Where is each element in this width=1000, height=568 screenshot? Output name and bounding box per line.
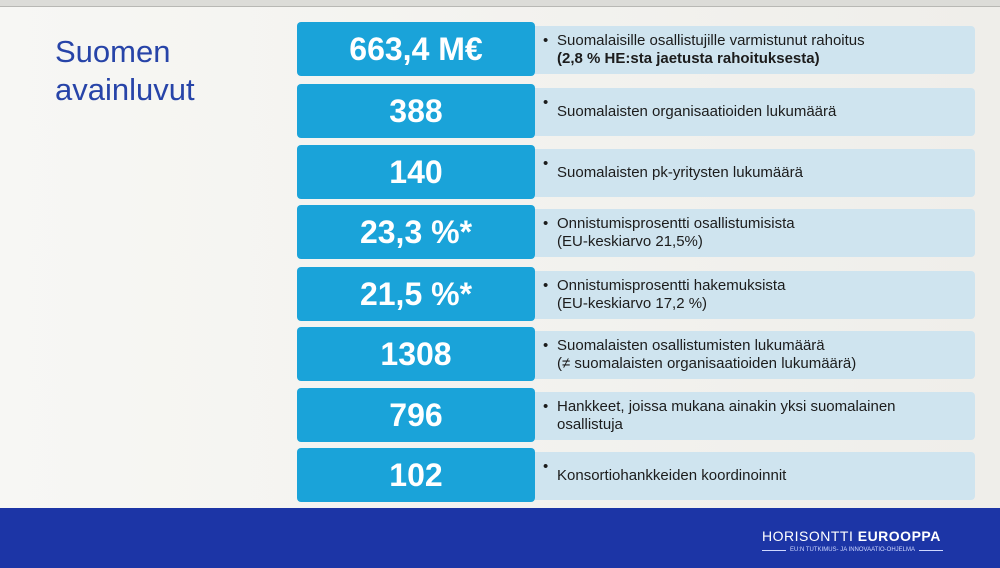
key-figure-value: 796: [297, 388, 535, 442]
description-line: Onnistumisprosentti hakemuksista: [557, 277, 786, 294]
bullet-icon: •: [543, 337, 549, 354]
key-figure-row: 21,5 %* • Onnistumisprosentti hakemuksist…: [297, 267, 977, 321]
key-figure-description: • Suomalaisille osallistujille varmistunu…: [535, 26, 975, 74]
key-figure-description: • Konsortiohankkeiden koordinoinnit: [535, 452, 975, 500]
bullet-icon: •: [543, 398, 549, 415]
key-figure-value: 663,4 M€: [297, 22, 535, 76]
key-figure-description: • Suomalaisten organisaatioiden lukumäärä: [535, 88, 975, 136]
bullet-icon: •: [543, 458, 549, 475]
key-figure-description: • Suomalaisten osallistumisten lukumäärä(…: [535, 331, 975, 379]
key-figure-row: 23,3 %* • Onnistumisprosentti osallistumi…: [297, 205, 977, 259]
bullet-icon: •: [543, 94, 549, 111]
description-line: Suomalaisten organisaatioiden lukumäärä: [557, 103, 837, 120]
description-line: (EU-keskiarvo 21,5%): [557, 233, 703, 250]
horisontti-eurooppa-logo: HORISONTTI EUROOPPA EU:N TUTKIMUS- JA IN…: [762, 528, 944, 553]
description-line: Konsortiohankkeiden koordinoinnit: [557, 467, 787, 484]
title-line: avainluvut: [55, 72, 195, 107]
key-figure-row: 140 • Suomalaisten pk-yritysten lukumäärä: [297, 145, 977, 199]
description-line: Hankkeet, joissa mukana ainakin yksi suo…: [557, 398, 896, 415]
key-figure-value: 140: [297, 145, 535, 199]
description-line: osallistuja: [557, 416, 623, 433]
description-line: (2,8 % HE:sta jaetusta rahoituksesta): [557, 50, 820, 67]
key-figure-row: 796 • Hankkeet, joissa mukana ainakin yks…: [297, 388, 977, 442]
logo-subtitle: EU:N TUTKIMUS- JA INNOVAATIO-OHJELMA: [790, 547, 916, 553]
description-line: Suomalaisille osallistujille varmistunut…: [557, 32, 865, 49]
bullet-icon: •: [543, 277, 549, 294]
key-figure-row: 1308 • Suomalaisten osallistumisten lukum…: [297, 327, 977, 381]
key-figure-value: 23,3 %*: [297, 205, 535, 259]
description-line: Suomalaisten pk-yritysten lukumäärä: [557, 164, 803, 181]
key-figure-description: • Onnistumisprosentti hakemuksista (EU-kes…: [535, 271, 975, 319]
bullet-icon: •: [543, 215, 549, 232]
key-figure-value: 388: [297, 84, 535, 138]
description-line: (EU-keskiarvo 17,2 %): [557, 295, 708, 312]
key-figure-row: 663,4 M€ • Suomalaisille osallistujille v…: [297, 22, 977, 76]
key-figure-description: • Hankkeet, joissa mukana ainakin yksi su…: [535, 392, 975, 440]
title-line: Suomen: [55, 34, 171, 69]
window-title-bar: [0, 0, 1000, 7]
logo-text: HORISONTTI: [762, 528, 854, 544]
key-figure-value: 21,5 %*: [297, 267, 535, 321]
key-figure-value: 102: [297, 448, 535, 502]
description-line: Onnistumisprosentti osallistumisista: [557, 215, 795, 232]
bullet-icon: •: [543, 32, 549, 49]
slide-title: Suomen avainluvut: [55, 33, 195, 109]
key-figure-description: • Onnistumisprosentti osallistumisista (EU…: [535, 209, 975, 257]
key-figure-row: 388 • Suomalaisten organisaatioiden lukum…: [297, 84, 977, 138]
key-figure-value: 1308: [297, 327, 535, 381]
key-figure-description: • Suomalaisten pk-yritysten lukumäärä: [535, 149, 975, 197]
footer: HORISONTTI EUROOPPA EU:N TUTKIMUS- JA IN…: [0, 508, 1000, 568]
key-figure-row: 102 • Konsortiohankkeiden koordinoinnit: [297, 448, 977, 502]
description-line: (≠ suomalaisten organisaatioiden lukumää…: [557, 355, 857, 372]
logo-text-bold: EUROOPPA: [857, 528, 941, 544]
bullet-icon: •: [543, 155, 549, 172]
description-line: Suomalaisten osallistumisten lukumäärä: [557, 337, 825, 354]
